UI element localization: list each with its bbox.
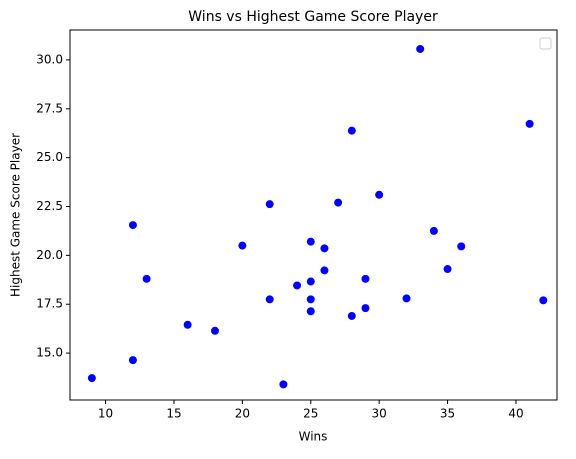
point <box>320 244 329 253</box>
point <box>142 274 151 283</box>
y-axis-label: Highest Game Score Player <box>9 133 23 297</box>
point <box>128 356 137 365</box>
point <box>293 281 302 290</box>
point <box>429 226 438 235</box>
point <box>334 198 343 207</box>
point <box>416 44 425 53</box>
point <box>539 296 548 305</box>
y-tick-label: 15.0 <box>36 346 63 360</box>
point <box>402 294 411 303</box>
y-tick-label: 17.5 <box>36 297 63 311</box>
plot-frame <box>69 29 558 401</box>
y-tick-label: 22.5 <box>36 199 63 213</box>
x-tick-label: 10 <box>98 407 113 421</box>
x-axis-label: Wins <box>299 430 328 444</box>
y-tick-label: 30.0 <box>36 52 63 66</box>
point <box>279 380 288 389</box>
point <box>525 119 534 128</box>
point <box>183 320 192 329</box>
point <box>306 295 315 304</box>
point <box>211 326 220 335</box>
point <box>238 241 247 250</box>
point <box>320 266 329 275</box>
point <box>443 265 452 274</box>
point <box>265 200 274 209</box>
legend-box <box>539 37 552 50</box>
point <box>128 221 137 230</box>
y-tick-label: 25.0 <box>36 150 63 164</box>
x-tick-label: 30 <box>372 407 387 421</box>
point <box>347 311 356 320</box>
x-tick-label: 40 <box>508 407 523 421</box>
point <box>87 374 96 383</box>
point <box>347 126 356 135</box>
point <box>306 307 315 316</box>
y-tick-label: 27.5 <box>36 101 63 115</box>
point <box>375 190 384 199</box>
x-tick-label: 35 <box>440 407 455 421</box>
point <box>457 242 466 251</box>
chart-title: Wins vs Highest Game Score Player <box>188 9 438 25</box>
point <box>306 237 315 246</box>
x-tick-label: 15 <box>166 407 181 421</box>
point <box>306 277 315 286</box>
point <box>361 304 370 313</box>
x-tick-label: 25 <box>303 407 318 421</box>
x-tick-label: 20 <box>235 407 250 421</box>
y-tick-label: 20.0 <box>36 248 63 262</box>
point <box>361 274 370 283</box>
point <box>265 295 274 304</box>
